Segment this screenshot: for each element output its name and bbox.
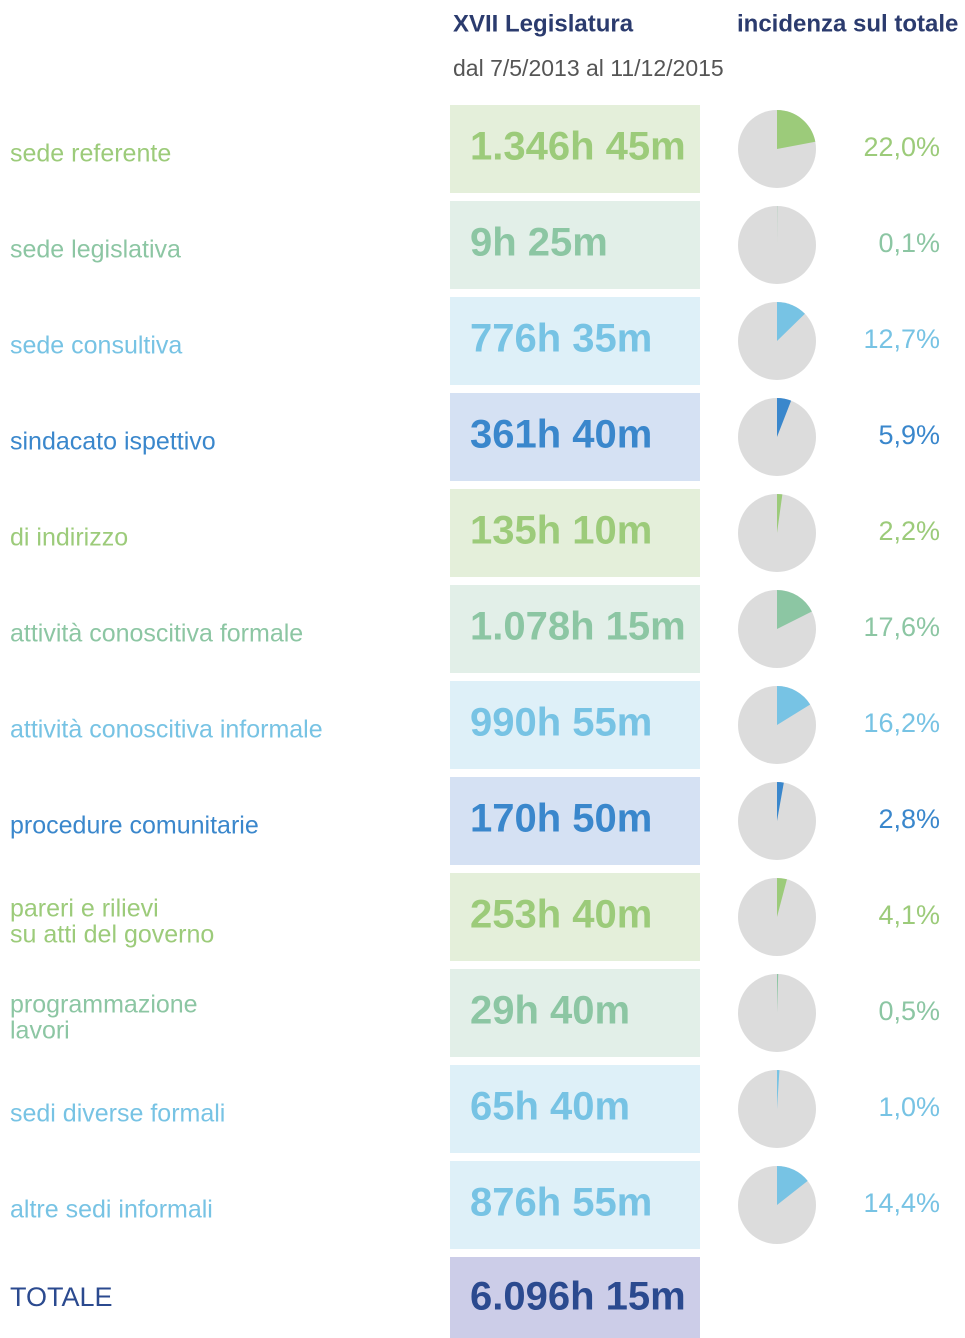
row-label: sindacato ispettivo xyxy=(10,428,216,456)
pie-wedge xyxy=(777,494,783,533)
time-box xyxy=(450,297,700,385)
pie-wedge xyxy=(777,590,812,629)
share-label: 12,7% xyxy=(863,324,940,354)
share-label: 2,8% xyxy=(878,804,940,834)
time-box xyxy=(450,777,700,865)
row-label: su atti del governo xyxy=(10,921,214,949)
row-label: lavori xyxy=(10,1017,70,1045)
time-box xyxy=(450,585,700,673)
share-label: 1,0% xyxy=(878,1092,940,1122)
time-box xyxy=(450,105,700,193)
row-label: sede legislativa xyxy=(10,236,181,264)
time-value: 1.078h 15m xyxy=(470,605,686,649)
pie-wedge xyxy=(777,109,816,149)
time-value: 170h 50m xyxy=(470,797,652,841)
row-label: altre sedi informali xyxy=(10,1196,213,1224)
total-label: TOTALE xyxy=(10,1282,113,1312)
row-label: di indirizzo xyxy=(10,524,128,552)
time-value: 361h 40m xyxy=(470,413,652,457)
pie-wedge xyxy=(777,974,779,1013)
time-value: 9h 25m xyxy=(470,221,608,265)
pie-wedge xyxy=(777,782,784,821)
time-box xyxy=(450,201,700,289)
row-label: sedi diverse formali xyxy=(10,1100,225,1128)
share-label: 16,2% xyxy=(863,708,940,738)
share-label: 22,0% xyxy=(863,132,940,162)
pie-wedge xyxy=(777,1070,780,1109)
time-value: 65h 40m xyxy=(470,1085,630,1129)
time-value: 990h 55m xyxy=(470,701,652,745)
time-value: 776h 35m xyxy=(470,317,652,361)
row-label: attività conoscitiva formale xyxy=(10,620,303,648)
time-box xyxy=(450,1161,700,1249)
time-value: 253h 40m xyxy=(470,893,652,937)
period: dal 7/5/2013 al 11/12/2015 xyxy=(453,55,724,81)
time-box xyxy=(450,969,700,1057)
time-value: 29h 40m xyxy=(470,989,630,1033)
pie-wedge xyxy=(777,1166,808,1205)
share-label: 0,1% xyxy=(878,228,940,258)
row-label: attività conoscitiva informale xyxy=(10,716,323,744)
row-label: procedure comunitarie xyxy=(10,812,259,840)
time-box xyxy=(450,393,700,481)
row-label: pareri e rilievi xyxy=(10,895,159,923)
time-value: 876h 55m xyxy=(470,1181,652,1225)
time-box xyxy=(450,873,700,961)
time-box xyxy=(450,1257,700,1338)
row-label: sede consultiva xyxy=(10,332,182,360)
column-title: incidenza sul totale xyxy=(737,10,958,37)
total-value: 6.096h 15m xyxy=(470,1275,686,1319)
share-label: 17,6% xyxy=(863,612,940,642)
time-box xyxy=(450,489,700,577)
time-value: 135h 10m xyxy=(470,509,652,553)
time-box xyxy=(450,1065,700,1153)
time-box xyxy=(450,681,700,769)
pie-wedge xyxy=(777,302,805,341)
column-title: XVII Legislatura xyxy=(453,10,634,37)
share-label: 0,5% xyxy=(878,996,940,1026)
pie-wedge xyxy=(777,398,792,437)
row-label: programmazione xyxy=(10,991,198,1019)
pie-wedge xyxy=(777,878,787,917)
time-value: 1.346h 45m xyxy=(470,125,686,169)
share-label: 4,1% xyxy=(878,900,940,930)
pie-wedge xyxy=(777,686,811,725)
row-label: sede referente xyxy=(10,140,171,168)
share-label: 5,9% xyxy=(878,420,940,450)
share-label: 2,2% xyxy=(878,516,940,546)
share-label: 14,4% xyxy=(863,1188,940,1218)
